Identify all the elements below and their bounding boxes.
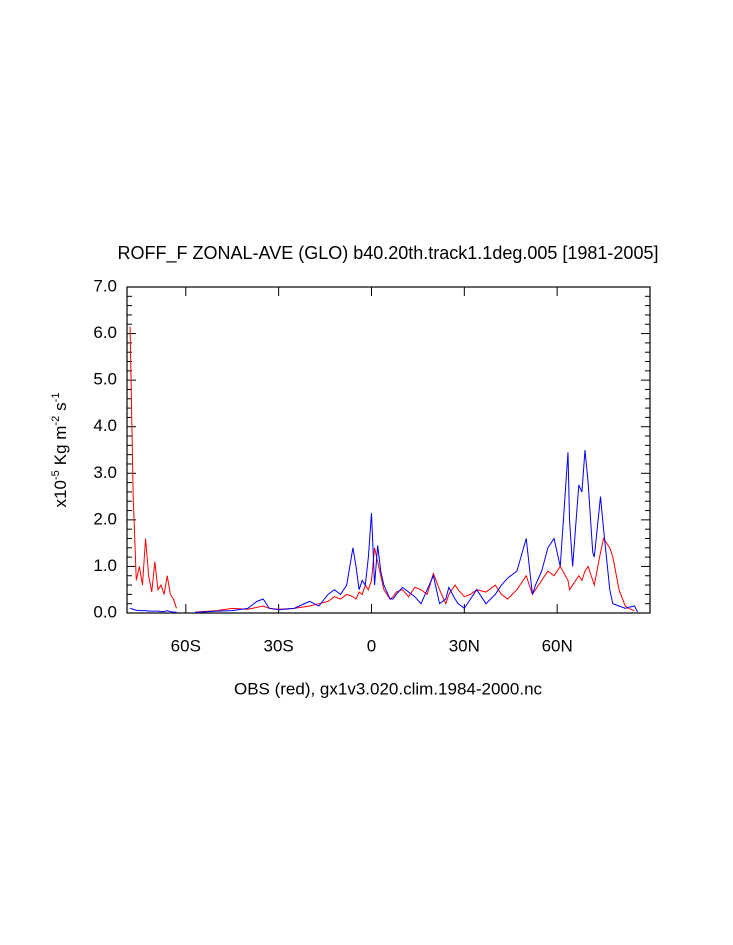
x-axis-label: OBS (red), gx1v3.020.clim.1984-2000.nc: [234, 679, 543, 698]
y-tick-label: 6.0: [93, 323, 117, 342]
y-tick-label: 2.0: [93, 509, 117, 528]
x-tick-label: 30N: [449, 636, 480, 655]
data-line: [129, 449, 639, 614]
y-axis-label-superscript: -5: [50, 470, 62, 480]
y-axis-label-part: x10: [51, 480, 70, 507]
y-tick-label: 7.0: [93, 276, 117, 295]
y-tick-label: 4.0: [93, 416, 117, 435]
y-axis-label-part: Kg m: [51, 426, 70, 466]
x-tick-label: 0: [367, 636, 376, 655]
y-axis-label-superscript: -2: [50, 416, 62, 426]
y-axis-label-superscript: -1: [50, 393, 62, 403]
x-tick-label: 60S: [171, 636, 201, 655]
y-axis-label-part: s: [51, 402, 70, 411]
x-tick-label: 60N: [542, 636, 573, 655]
plot-frame: [126, 286, 651, 614]
y-tick-label: 5.0: [93, 370, 117, 389]
data-line: [129, 326, 635, 613]
y-tick-label: 3.0: [93, 463, 117, 482]
y-tick-label: 1.0: [93, 556, 117, 575]
y-axis-label: x10-5 Kg m-2 s-1: [50, 393, 71, 508]
chart-title: ROFF_F ZONAL-AVE (GLO) b40.20th.track1.1…: [118, 243, 659, 264]
x-tick-label: 30S: [264, 636, 294, 655]
y-tick-label: 0.0: [93, 602, 117, 621]
